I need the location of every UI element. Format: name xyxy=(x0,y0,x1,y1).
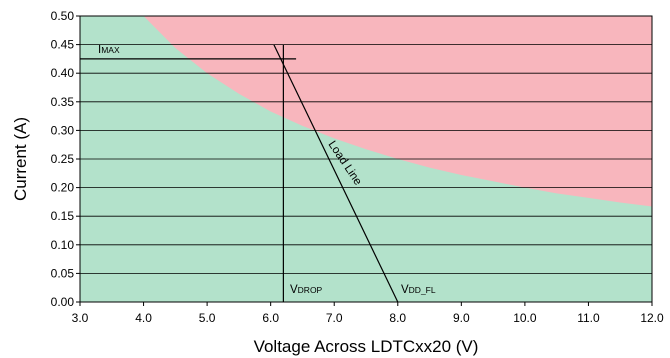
x-tick-label: 9.0 xyxy=(453,311,470,325)
y-tick-label: 0.20 xyxy=(51,181,75,195)
x-tick-label: 6.0 xyxy=(262,311,279,325)
x-tick-label: 3.0 xyxy=(72,311,89,325)
vdrop-label: VDROP xyxy=(290,284,323,296)
plot-frame xyxy=(79,15,653,303)
y-tick-label: 0.45 xyxy=(51,38,75,52)
y-tick-label: 0.25 xyxy=(51,152,75,166)
gridlines xyxy=(80,44,652,274)
x-tick-label: 5.0 xyxy=(199,311,216,325)
x-tick-label: 4.0 xyxy=(135,311,152,325)
imax-main: I xyxy=(98,44,101,56)
vddfl-label: VDD_FL xyxy=(401,284,436,296)
y-tick-label: 0.50 xyxy=(51,9,75,23)
x-tick-label: 10.0 xyxy=(513,311,537,325)
y-tick-label: 0.30 xyxy=(51,123,75,137)
vdrop-main: V xyxy=(290,284,298,296)
y-tick-label: 0.15 xyxy=(51,209,75,223)
y-axis-title: Current (A) xyxy=(11,117,30,201)
imax-sub: MAX xyxy=(101,45,120,55)
x-tick-labels: 3.0 4.0 5.0 6.0 7.0 8.0 9.0 10.0 11.0 12.0 xyxy=(72,302,664,325)
x-tick-label: 8.0 xyxy=(389,311,406,325)
y-tick-label: 0.10 xyxy=(51,238,75,252)
imax-label: IMAX xyxy=(98,44,120,56)
vdrop-sub: DROP xyxy=(298,285,323,295)
x-tick-label: 11.0 xyxy=(577,311,600,325)
y-tick-label: 0.00 xyxy=(51,295,75,309)
x-tick-label: 12.0 xyxy=(640,311,664,325)
y-tick-labels: 0.00 0.05 0.10 0.15 0.20 0.25 0.30 0.35 0.40 0.45… xyxy=(51,9,80,309)
x-axis-title: Voltage Across LDTCxx20 (V) xyxy=(254,337,479,356)
vddfl-sub: DD_FL xyxy=(409,285,436,295)
y-tick-label: 0.40 xyxy=(51,66,75,80)
load-line xyxy=(273,44,399,303)
y-tick-label: 0.05 xyxy=(51,266,75,280)
x-tick-label: 7.0 xyxy=(326,311,343,325)
y-tick-label: 0.35 xyxy=(51,95,75,109)
vddfl-main: V xyxy=(401,284,409,296)
